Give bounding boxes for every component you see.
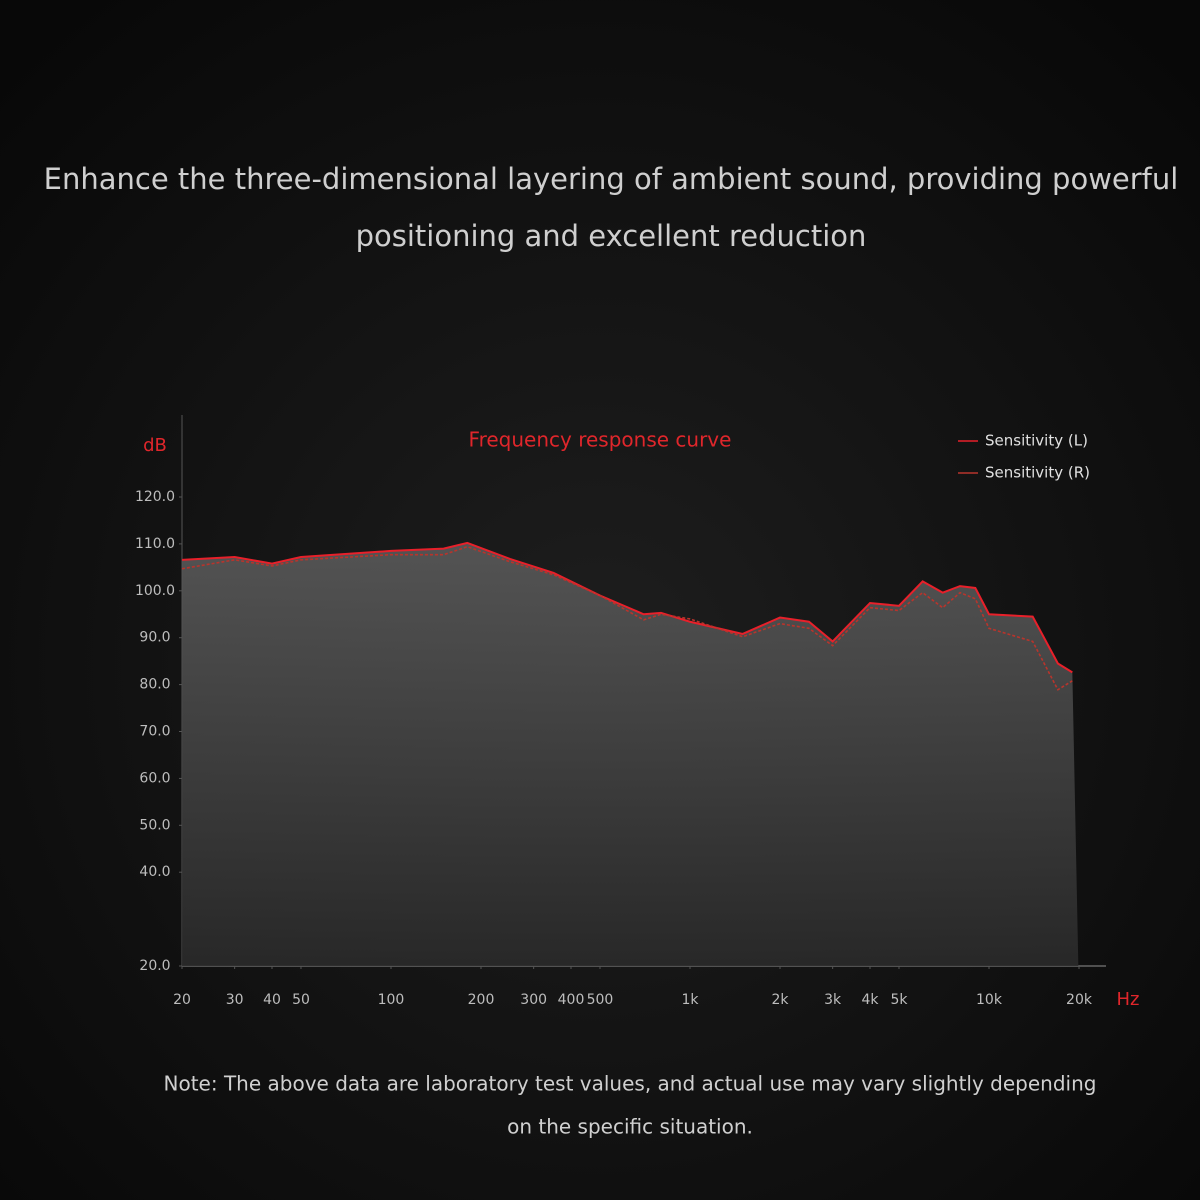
x-tick-label: 1k [681, 992, 699, 1008]
x-tick-label: 4k [862, 992, 880, 1008]
y-tick-label: 60.0 [139, 770, 170, 786]
x-tick-label: 40 [263, 992, 281, 1008]
legend-label: Sensitivity (R) [985, 464, 1090, 482]
series-line [181, 545, 1073, 691]
x-tick-label: 2k [771, 992, 789, 1008]
x-tick-label: 300 [520, 992, 547, 1008]
y-tick-label: 110.0 [135, 536, 175, 552]
chart-title: Frequency response curve [469, 428, 732, 452]
headline: Enhance the three-dimensional layering o… [44, 162, 1179, 196]
x-tick-label: 20k [1066, 992, 1093, 1008]
y-tick-label: 70.0 [139, 724, 170, 740]
y-tick-label: 120.0 [135, 489, 175, 505]
y-tick-label: 80.0 [139, 677, 170, 693]
x-axis-label: Hz [1117, 989, 1140, 1010]
note: on the specific situation. [507, 1115, 753, 1139]
headline: positioning and excellent reduction [356, 219, 867, 253]
y-tick-label: 20.0 [139, 958, 170, 974]
y-tick-label: 90.0 [139, 630, 170, 646]
x-tick-label: 5k [890, 992, 908, 1008]
series-line [181, 541, 1073, 674]
y-tick-label: 100.0 [135, 583, 175, 599]
x-tick-label: 500 [587, 992, 614, 1008]
x-tick-label: 30 [226, 992, 244, 1008]
x-tick-label: 50 [292, 992, 310, 1008]
y-axis-label: dB [143, 435, 167, 456]
x-tick-label: 3k [824, 992, 842, 1008]
y-tick-label: 50.0 [139, 817, 170, 833]
x-tick-label: 10k [976, 992, 1003, 1008]
x-tick-label: 20 [173, 992, 191, 1008]
note: Note: The above data are laboratory test… [164, 1072, 1097, 1096]
x-tick-label: 100 [378, 992, 405, 1008]
area [182, 542, 1079, 966]
x-tick-label: 200 [468, 992, 495, 1008]
y-tick-label: 40.0 [139, 864, 170, 880]
legend-label: Sensitivity (L) [985, 432, 1088, 450]
x-tick-label: 400 [558, 992, 585, 1008]
